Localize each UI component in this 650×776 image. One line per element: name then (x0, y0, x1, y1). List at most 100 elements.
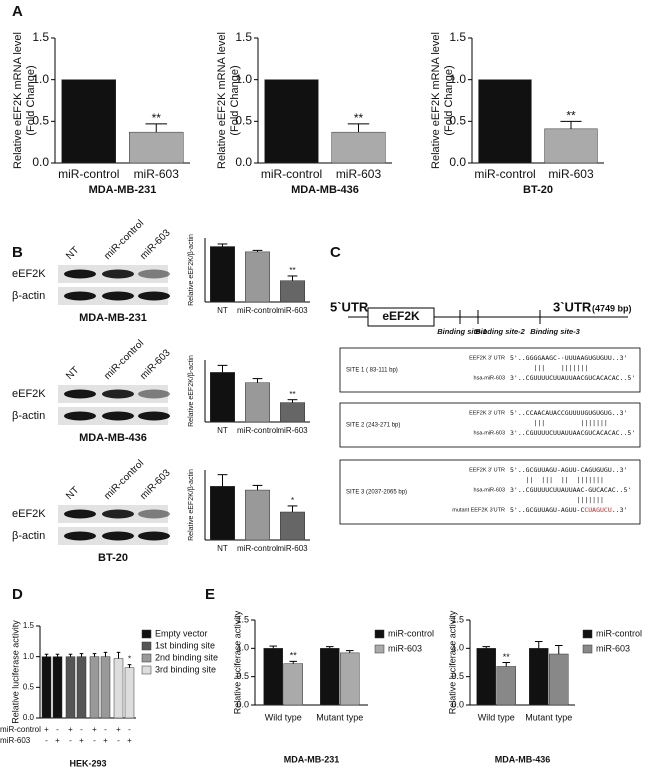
y-tick-label: 1.5 (451, 614, 464, 624)
panel-label: E (205, 586, 215, 603)
y-axis-title: (Fold Change) (25, 65, 37, 135)
value-note: ** (503, 652, 511, 662)
y-axis-title: Relative eEF2K mRNA level (430, 32, 442, 169)
bar (331, 131, 386, 164)
base-pairs: || ||| || ||||||| (510, 476, 604, 484)
bar (340, 652, 360, 706)
y-tick-label: 0.5 (236, 671, 249, 681)
legend-swatch (374, 629, 385, 639)
bar (264, 79, 319, 164)
y-tick-label: 1.5 (32, 30, 49, 44)
bar (65, 656, 76, 719)
condition-mark: - (69, 736, 72, 745)
legend-swatch (141, 641, 152, 651)
bar (245, 489, 270, 541)
condition-mark: + (127, 736, 132, 745)
bar (496, 666, 516, 706)
x-axis-title: MDA-MB-436 (291, 184, 359, 196)
sequence: 5'..CCAACAUACCGUUUUGUGUGUG..3' (510, 409, 627, 417)
y-tick-label: 0.5 (449, 114, 466, 128)
y-axis-title: Relative luciferase activity (10, 620, 20, 724)
legend-label: miR-control (596, 628, 642, 638)
cell-line: BT-20 (98, 552, 128, 564)
bar (549, 653, 569, 706)
legend-label: miR-control (388, 628, 434, 638)
x-tick-label: miR-control (237, 544, 278, 553)
bar (245, 382, 270, 423)
bar (280, 402, 305, 423)
y-tick-label: 1.5 (235, 30, 252, 44)
bar (210, 372, 235, 423)
x-axis-title: MDA-MB-231 (89, 184, 157, 196)
blot-band (138, 291, 170, 301)
legend-swatch (141, 629, 152, 639)
sequence-part: ..3' (612, 506, 628, 514)
site-title: SITE 3 (2037-2065 bp) (346, 490, 407, 496)
blot-band (138, 411, 170, 421)
sequence: 5'..GCGUUAGU-AGUU-CCUAGUCU..3' (510, 506, 627, 514)
blot-band (138, 531, 170, 541)
y-tick-label: 0.5 (235, 114, 252, 128)
blot-row-label: eEF2K (12, 268, 46, 280)
y-axis-title: (Fold Change) (229, 65, 241, 135)
y-tick-label: 1.0 (451, 643, 464, 653)
value-note: ** (152, 111, 162, 125)
bar (113, 658, 124, 719)
x-tick-label: Mutant type (316, 712, 363, 722)
site-title: SITE 1 ( 83-111 bp) (346, 368, 398, 374)
sequence: 5'..GGGGAAGC-·UUUAAGUGUGUU..3' (510, 354, 627, 362)
site-label: Binding site-2 (475, 327, 525, 336)
y-tick-label: 1.0 (235, 72, 252, 86)
value-note: * (291, 496, 294, 505)
y-tick-label: 1.0 (32, 72, 49, 86)
condition-name: miR-control (0, 725, 41, 734)
x-tick-label: miR-603 (336, 167, 382, 181)
sequence-name: hsa-miR-603 (474, 430, 505, 436)
blot-band (102, 389, 134, 399)
x-tick-label: miR-control (58, 167, 119, 181)
legend-swatch (582, 644, 593, 654)
sequence-name: EEF2K 3' UTR (469, 410, 505, 416)
lane-label: NT (64, 245, 81, 262)
blot-band (102, 269, 134, 279)
y-tick-label: 1.0 (23, 652, 35, 661)
site-label: Binding site-3 (530, 327, 580, 336)
y-tick-label: 0.5 (32, 114, 49, 128)
legend-label: miR-603 (596, 643, 630, 653)
x-tick-label: Mutant type (525, 712, 572, 722)
x-tick-label: Wild type (265, 712, 302, 722)
bar (478, 79, 532, 164)
x-tick-label: miR-603 (277, 426, 308, 435)
sequence: 5'..GCGUUAGU-AGUU-CAGUGUGU..3' (510, 466, 627, 474)
sequence-part: 5'..GCGUUAGU-AGUU-C (510, 506, 584, 514)
sequence: 3'..CGUUUUCUUAUUAACGUCACACAC..5' (510, 374, 635, 382)
panel-label: D (12, 586, 23, 603)
condition-mark: + (92, 725, 97, 734)
sequence-part: CUAGUCU (584, 506, 611, 514)
condition-mark: - (56, 725, 59, 734)
legend-label: Empty vector (155, 628, 208, 638)
cell-line: MDA-MB-231 (79, 312, 147, 324)
blot-band (64, 531, 96, 541)
bar (280, 511, 305, 541)
y-tick-label: 0.0 (23, 713, 35, 722)
condition-mark: - (104, 725, 107, 734)
sequence-name: EEF2K 3' UTR (469, 467, 505, 473)
blot-band (102, 291, 134, 301)
blot-band (64, 269, 96, 279)
x-tick-label: NT (217, 426, 228, 435)
y-tick-label: 0.0 (32, 155, 49, 169)
value-note: ** (354, 111, 364, 125)
condition-name: miR-603 (0, 736, 31, 745)
y-axis-title: Relative eEF2K/β-actin (188, 234, 195, 306)
bar (124, 667, 135, 719)
condition-mark: - (45, 736, 48, 745)
bar (280, 280, 305, 303)
bar (52, 656, 63, 719)
blot-row-label: β-actin (12, 290, 45, 302)
site-label: Binding site-1 (437, 327, 487, 336)
gene-label: eEF2K (382, 309, 420, 323)
legend-label: 1st binding site (155, 640, 215, 650)
panel-label: C (330, 244, 341, 261)
y-tick-label: 0.0 (451, 699, 464, 709)
